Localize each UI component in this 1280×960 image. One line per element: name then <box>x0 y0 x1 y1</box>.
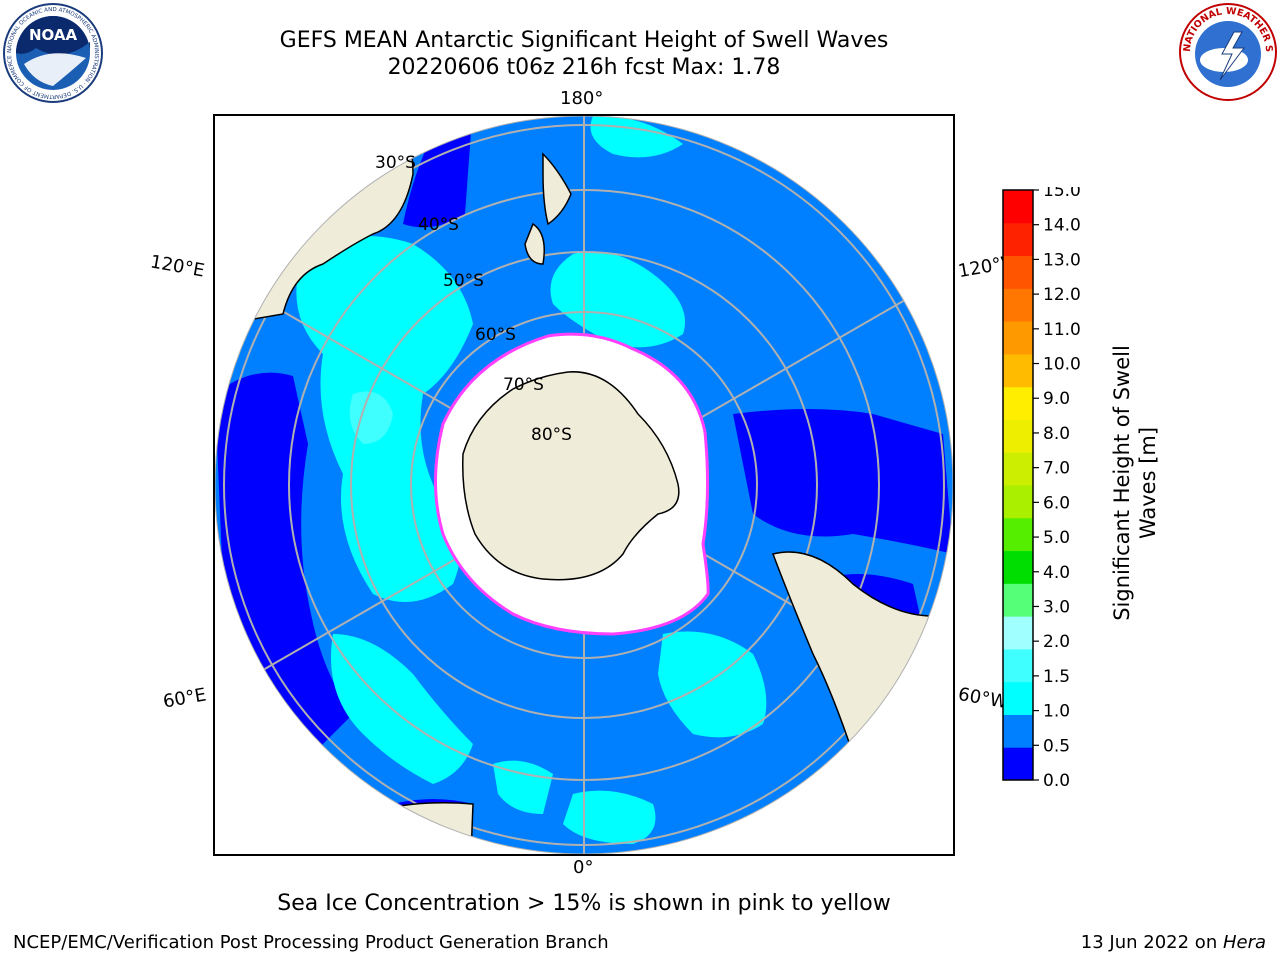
colorbar-tick-label: 14.0 <box>1043 216 1081 236</box>
colorbar-segment <box>1003 747 1033 781</box>
colorbar-tick-label: 15.0 <box>1043 187 1081 201</box>
colorbar-tick-label: 2.0 <box>1043 632 1070 652</box>
colorbar-tick-label: 0.0 <box>1043 771 1070 787</box>
colorbar-segment <box>1003 616 1033 650</box>
colorbar-title-line2: Waves [m] <box>1136 427 1160 539</box>
colorbar-segment <box>1003 419 1033 453</box>
lon-label-60e: 60°E <box>161 684 208 713</box>
colorbar-segment <box>1003 452 1033 486</box>
colorbar-title-line1: Significant Height of Swell <box>1110 345 1134 621</box>
lat-label-60s: 60°S <box>475 325 516 345</box>
colorbar-segment <box>1003 485 1033 519</box>
plot-title: GEFS MEAN Antarctic Significant Height o… <box>279 28 889 53</box>
colorbar-segment <box>1003 583 1033 617</box>
colorbar-tick-label: 8.0 <box>1043 424 1070 444</box>
colorbar-title: Significant Height of Swell Waves [m] <box>1110 345 1160 621</box>
nws-logo: NATIONAL WEATHER SERVICE <box>1178 2 1277 101</box>
sea-ice-note: Sea Ice Concentration > 15% is shown in … <box>277 891 891 916</box>
colorbar-segment <box>1003 714 1033 748</box>
colorbar-tick-label: 1.5 <box>1043 667 1070 687</box>
footer-date: 13 Jun 2022 on Hera <box>1081 932 1266 953</box>
colorbar-tick-label: 9.0 <box>1043 389 1070 409</box>
colorbar-segment <box>1003 386 1033 420</box>
colorbar-segment <box>1003 190 1033 224</box>
colorbar-tick-label: 4.0 <box>1043 563 1070 583</box>
colorbar-tick-label: 11.0 <box>1043 320 1081 340</box>
antarctica-land <box>462 371 680 581</box>
latitude-labels: 30°S 40°S 50°S 60°S 70°S 80°S <box>375 153 572 445</box>
colorbar-segment <box>1003 255 1033 289</box>
noaa-logo: NOAA NATIONAL OCEANIC AND ATMOSPHERIC AD… <box>3 3 103 103</box>
colorbar-segment <box>1003 648 1033 683</box>
lon-label-120e: 120°E <box>148 251 207 282</box>
footer-date-text: 13 Jun 2022 on <box>1080 932 1223 953</box>
colorbar-segment <box>1003 681 1033 715</box>
lon-label-0: 0° <box>573 857 594 878</box>
colorbar-tick-label: 5.0 <box>1043 528 1070 548</box>
lat-label-70s: 70°S <box>503 375 544 395</box>
colorbar-segment <box>1003 288 1033 322</box>
colorbar-tick-label: 12.0 <box>1043 285 1081 305</box>
colorbar-tick-label: 1.0 <box>1043 702 1070 722</box>
noaa-logo-text: NOAA <box>29 26 78 44</box>
colorbar-tick-label: 10.0 <box>1043 355 1081 375</box>
lat-label-50s: 50°S <box>443 271 484 291</box>
colorbar-segment <box>1003 222 1033 257</box>
colorbar-tick-label: 6.0 <box>1043 493 1070 513</box>
lat-label-80s: 80°S <box>531 425 572 445</box>
colorbar-tick-label: 13.0 <box>1043 250 1081 270</box>
colorbar-segment <box>1003 353 1033 388</box>
colorbar: 0.0 0.5 1.0 1.5 2.0 3.0 4.0 5.0 6.0 7.0 8.0 9.0 10.0… <box>1002 187 1081 787</box>
colorbar-frame <box>1002 189 1034 781</box>
colorbar-tick-label: 7.0 <box>1043 459 1070 479</box>
swell-highest-patch <box>349 391 393 444</box>
lat-label-30s: 30°S <box>375 153 416 173</box>
footer-host: Hera <box>1222 932 1266 953</box>
polar-map: 30°S 40°S 50°S 60°S 70°S 80°S <box>213 114 955 856</box>
colorbar-tick-label: 0.5 <box>1043 736 1070 756</box>
footer-credit: NCEP/EMC/Verification Post Processing Pr… <box>13 932 609 953</box>
colorbar-segment <box>1003 321 1033 355</box>
colorbar-segment <box>1003 517 1033 552</box>
lat-label-40s: 40°S <box>418 215 459 235</box>
colorbar-tick-label: 3.0 <box>1043 597 1070 617</box>
colorbar-segment <box>1003 550 1033 584</box>
plot-subtitle: 20220606 t06z 216h fcst Max: 1.78 <box>387 55 781 80</box>
map-frame <box>213 114 955 856</box>
lon-label-180: 180° <box>560 88 604 109</box>
